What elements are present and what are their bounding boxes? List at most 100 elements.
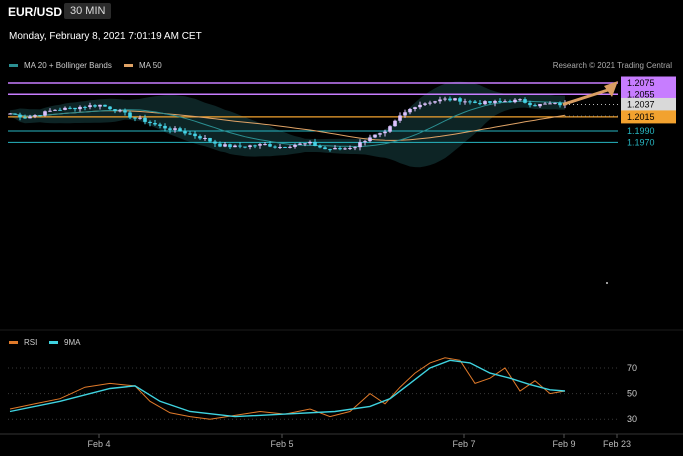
candle-down	[253, 145, 257, 147]
candle-up	[433, 101, 437, 103]
rsi-label: RSI	[24, 338, 38, 347]
candle-up	[203, 138, 207, 140]
level-label-2: 1.2037	[627, 99, 655, 109]
candle-up	[48, 110, 52, 112]
x-tick-label: Feb 5	[270, 439, 293, 449]
candle-up	[118, 110, 122, 112]
candle-up	[138, 117, 142, 119]
level-tag-0	[621, 76, 676, 90]
candle-down	[473, 101, 477, 103]
candle-up	[348, 148, 352, 150]
candle-down	[533, 105, 537, 107]
candle-down	[268, 144, 272, 147]
candle-down	[158, 124, 162, 126]
symbol-title: EUR/USD	[8, 5, 63, 19]
candle-up	[543, 103, 547, 105]
candle-up	[8, 113, 12, 115]
candle-up	[88, 105, 92, 108]
level-label-5: 1.1970	[627, 137, 655, 147]
candle-down	[68, 107, 72, 109]
candle-up	[233, 145, 237, 148]
candle-up	[263, 144, 267, 146]
candle-down	[123, 110, 127, 113]
candle-up	[428, 102, 432, 104]
candle-up	[413, 107, 417, 109]
level-label-3: 1.2015	[627, 112, 655, 122]
candle-up	[368, 137, 372, 142]
candle-up	[378, 133, 382, 135]
candle-down	[143, 117, 147, 122]
candle-down	[228, 144, 232, 148]
candle-down	[338, 147, 342, 150]
candle-up	[483, 101, 487, 105]
timeframe-button[interactable]: 30 MIN	[64, 3, 112, 19]
candle-down	[38, 115, 42, 117]
candle-down	[153, 123, 157, 125]
x-tick-label: Feb 23	[603, 439, 631, 449]
candle-down	[318, 145, 322, 148]
candle-up	[513, 99, 517, 103]
candle-down	[313, 141, 317, 146]
candle-up	[278, 147, 282, 149]
ma50-label: MA 50	[139, 61, 162, 70]
candle-down	[498, 100, 502, 102]
candle-up	[353, 147, 357, 149]
level-label-0: 1.2075	[627, 78, 655, 88]
candle-down	[103, 104, 107, 107]
candle-down	[323, 147, 327, 150]
candle-up	[343, 148, 347, 150]
candle-up	[418, 104, 422, 108]
rsi-ma-swatch	[49, 341, 58, 344]
rsi-ma-label: 9MA	[64, 338, 81, 347]
candle-down	[478, 102, 482, 105]
x-tick-label: Feb 7	[452, 439, 475, 449]
ma20-line	[9, 100, 566, 148]
candle-down	[23, 117, 27, 119]
candle-down	[188, 133, 192, 135]
candle-down	[193, 133, 197, 137]
ma20-swatch	[9, 64, 18, 67]
candle-down	[93, 105, 97, 107]
candle-down	[183, 131, 187, 134]
candle-up	[308, 141, 312, 144]
rsi-ma-line	[9, 359, 566, 418]
datetime-label: Monday, February 8, 2021 7:01:19 AM CET	[9, 31, 202, 42]
candle-down	[168, 128, 172, 130]
candle-up	[173, 128, 177, 130]
candle-down	[148, 121, 152, 124]
candle-down	[208, 138, 212, 142]
candle-up	[463, 101, 467, 103]
candle-up	[298, 143, 302, 145]
candle-up	[363, 141, 367, 143]
candle-down	[213, 141, 217, 144]
candle-down	[458, 98, 462, 102]
candle-down	[273, 146, 277, 148]
candle-down	[558, 102, 562, 106]
candle-up	[288, 146, 292, 148]
candle-up	[383, 131, 387, 134]
candle-up	[358, 142, 362, 148]
candle-down	[13, 113, 17, 115]
candle-up	[293, 144, 297, 147]
legend-ma20: MA 20 + Bollinger Bands	[9, 61, 112, 70]
candle-up	[223, 144, 227, 147]
candle-up	[553, 102, 557, 104]
candle-down	[448, 98, 452, 101]
x-tick-label: Feb 4	[87, 439, 110, 449]
rsi-tick-70: 70	[627, 363, 637, 373]
candle-down	[488, 101, 492, 103]
candle-up	[43, 111, 47, 116]
candle-up	[53, 109, 57, 111]
candle-down	[243, 146, 247, 148]
rsi-swatch	[9, 341, 18, 344]
candle-up	[438, 99, 442, 102]
rsi-tick-30: 30	[627, 414, 637, 424]
ma50-swatch	[124, 64, 133, 67]
candle-down	[178, 128, 182, 132]
candle-up	[28, 116, 32, 119]
candle-down	[163, 125, 167, 129]
candle-up	[398, 115, 402, 121]
legend-ma50: MA 50	[124, 61, 162, 70]
candle-up	[258, 144, 262, 146]
